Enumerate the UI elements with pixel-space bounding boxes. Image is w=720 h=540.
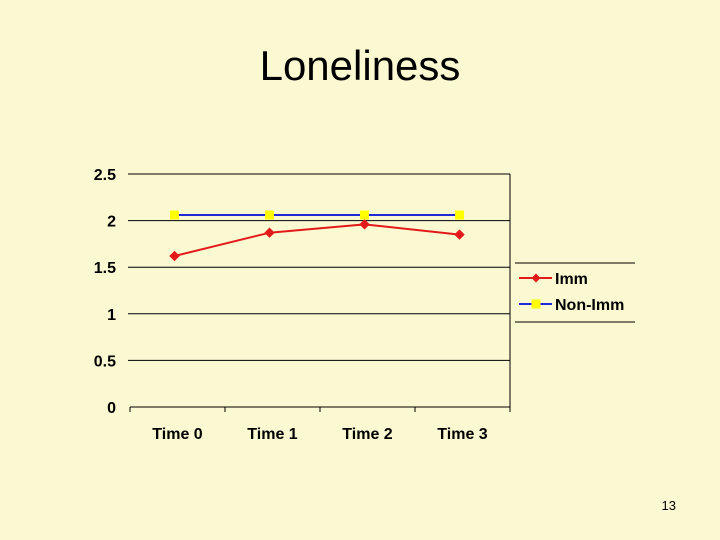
data-point: [264, 227, 275, 238]
y-tick-label: 2: [107, 214, 116, 231]
data-point: [170, 210, 179, 220]
y-tick-label: 2.5: [94, 167, 116, 184]
x-tick-label: Time 1: [247, 426, 298, 443]
legend-swatch-marker: [531, 299, 541, 309]
series-line: [174, 223, 460, 257]
slide-title: Loneliness: [259, 42, 461, 89]
data-point: [455, 210, 464, 220]
data-point: [359, 219, 370, 230]
data-point: [265, 210, 274, 220]
legend-swatch-marker: [531, 273, 541, 283]
y-tick-label: 1.5: [94, 260, 116, 277]
data-point: [360, 210, 369, 220]
data-point: [169, 250, 180, 262]
y-tick-label: 0: [107, 400, 116, 417]
data-point: [454, 229, 465, 240]
page-number: 13: [661, 498, 676, 513]
legend-label: Non-Imm: [555, 297, 624, 314]
y-tick-label: 1: [107, 307, 116, 324]
x-tick-label: Time 3: [437, 426, 488, 443]
y-tick-label: 0.5: [94, 353, 116, 370]
legend-label: Imm: [555, 271, 588, 288]
x-tick-label: Time 0: [152, 426, 203, 443]
x-tick-label: Time 2: [342, 426, 393, 443]
